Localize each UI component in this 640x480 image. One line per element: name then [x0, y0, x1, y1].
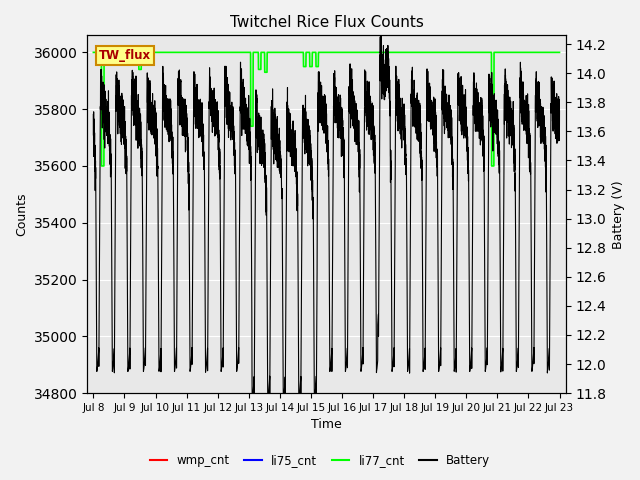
- Y-axis label: Battery (V): Battery (V): [612, 180, 625, 249]
- Title: Twitchel Rice Flux Counts: Twitchel Rice Flux Counts: [230, 15, 424, 30]
- Y-axis label: Counts: Counts: [15, 192, 28, 236]
- X-axis label: Time: Time: [311, 419, 342, 432]
- Legend: wmp_cnt, li75_cnt, li77_cnt, Battery: wmp_cnt, li75_cnt, li77_cnt, Battery: [145, 449, 495, 472]
- Text: TW_flux: TW_flux: [99, 48, 151, 61]
